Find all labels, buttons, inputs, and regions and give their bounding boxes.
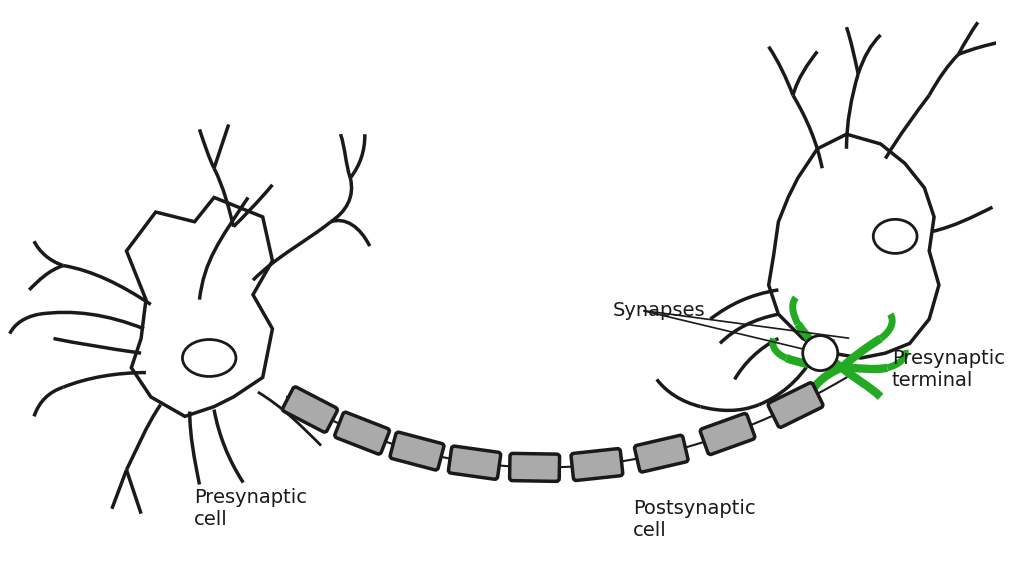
FancyBboxPatch shape [510, 453, 559, 481]
Text: Presynaptic
cell: Presynaptic cell [195, 488, 307, 529]
FancyBboxPatch shape [635, 435, 688, 472]
FancyBboxPatch shape [390, 432, 443, 470]
Polygon shape [127, 198, 272, 416]
Text: Presynaptic
terminal: Presynaptic terminal [892, 349, 1005, 391]
FancyBboxPatch shape [700, 413, 755, 455]
Ellipse shape [182, 340, 236, 376]
Text: Postsynaptic
cell: Postsynaptic cell [633, 500, 756, 540]
Ellipse shape [873, 219, 918, 254]
FancyBboxPatch shape [335, 412, 389, 454]
FancyBboxPatch shape [283, 387, 337, 432]
FancyBboxPatch shape [449, 446, 501, 479]
FancyBboxPatch shape [768, 383, 823, 427]
Polygon shape [769, 134, 939, 358]
FancyBboxPatch shape [571, 449, 623, 480]
Text: Synapses: Synapses [612, 301, 706, 320]
Circle shape [803, 336, 838, 371]
